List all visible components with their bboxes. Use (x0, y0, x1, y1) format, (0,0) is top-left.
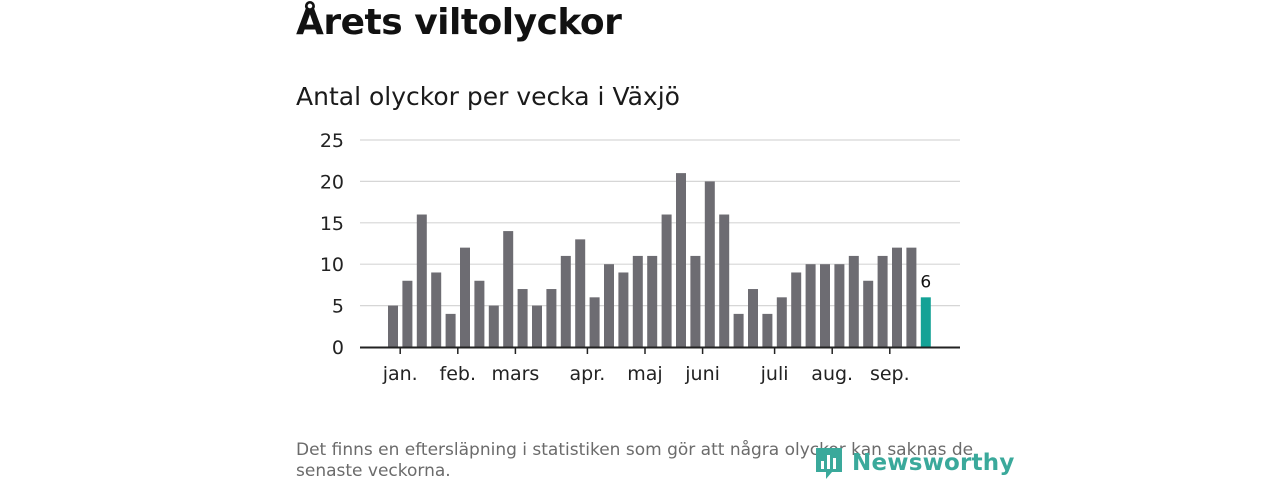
bar (517, 289, 528, 347)
data-label: 6 (920, 272, 931, 292)
bar (690, 255, 701, 347)
bar (604, 264, 614, 347)
newsworthy-logo-icon (816, 448, 842, 479)
bar (820, 264, 830, 347)
y-tick-label: 10 (320, 254, 344, 276)
bar (460, 247, 470, 347)
bar (532, 305, 542, 347)
bar (416, 214, 427, 347)
bar (402, 280, 413, 347)
bar (805, 264, 816, 347)
bar (546, 289, 557, 347)
x-tick-label: juli (760, 363, 789, 385)
bar (676, 173, 686, 347)
bar (474, 280, 485, 347)
bar (733, 313, 744, 347)
x-tick-label: aug. (811, 363, 853, 385)
bar (791, 272, 802, 347)
x-tick-label: mars (491, 363, 539, 385)
brand-logo: Newsworthy (814, 446, 1015, 480)
bar (445, 313, 456, 347)
bar (906, 247, 917, 347)
bar (632, 255, 643, 347)
bar (776, 297, 787, 347)
bar (748, 289, 758, 347)
x-tick-label: juni (684, 363, 720, 385)
bar (877, 255, 888, 347)
chart-subtitle: Antal olyckor per vecka i Växjö (296, 82, 680, 111)
x-tick-label: maj (627, 363, 662, 385)
x-tick-label: sep. (870, 363, 910, 385)
footnote: Det finns en eftersläpning i statistiken… (296, 440, 974, 480)
bar (618, 272, 629, 347)
x-tick-label: apr. (569, 363, 605, 385)
brand-name: Newsworthy (852, 450, 1015, 476)
bar-highlight (920, 297, 931, 347)
bar (848, 255, 859, 347)
y-tick-label: 25 (320, 130, 344, 152)
bar (647, 255, 658, 347)
x-tick-label: feb. (440, 363, 476, 385)
y-tick-label: 0 (332, 337, 344, 359)
headline: Årets viltolyckor (296, 2, 622, 43)
bar (661, 214, 672, 347)
bar (762, 313, 773, 347)
y-tick-label: 15 (320, 213, 344, 235)
bar (704, 181, 715, 347)
bar (575, 239, 586, 347)
bar (503, 231, 514, 347)
bar (560, 255, 571, 347)
x-tick-label: jan. (382, 363, 418, 385)
bar (589, 297, 600, 347)
y-tick-label: 5 (332, 296, 344, 318)
bar (388, 305, 398, 347)
y-tick-label: 20 (320, 171, 344, 193)
bar (719, 214, 730, 347)
bar (863, 280, 874, 347)
bar (488, 305, 499, 347)
bar (892, 247, 902, 347)
bar (834, 264, 845, 347)
bar (431, 272, 442, 347)
